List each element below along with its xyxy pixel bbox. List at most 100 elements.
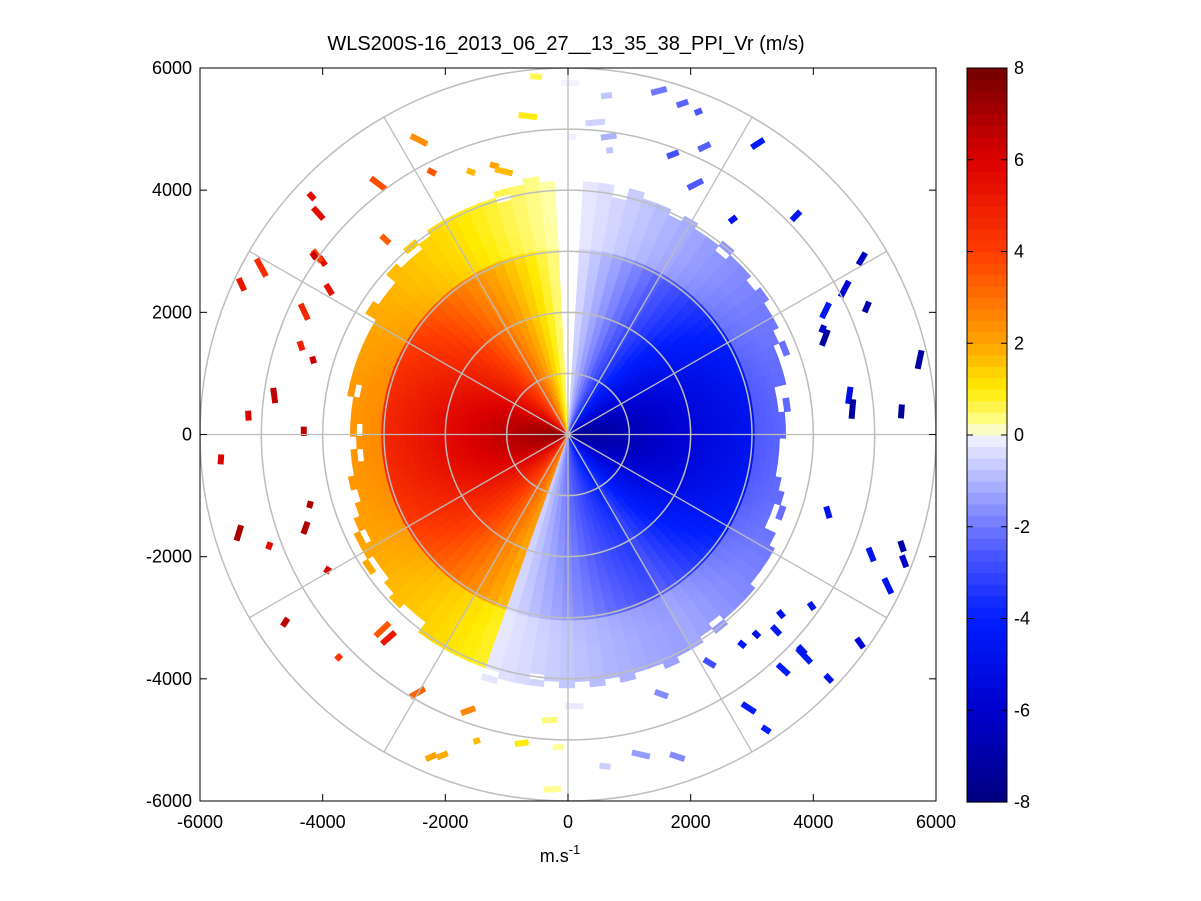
velocity-cell xyxy=(570,534,578,542)
velocity-cell xyxy=(423,435,431,445)
velocity-cell xyxy=(550,334,558,342)
velocity-cell xyxy=(711,427,719,438)
x-tick-label: 6000 xyxy=(916,812,956,832)
velocity-cell xyxy=(386,435,394,448)
velocity-cell xyxy=(466,434,474,442)
velocity-cell xyxy=(436,442,444,452)
velocity-cell xyxy=(674,429,682,437)
velocity-cell xyxy=(771,450,780,465)
colorbar-segment xyxy=(967,607,1007,620)
colorbar-segment xyxy=(967,194,1007,207)
velocity-cell xyxy=(573,638,587,646)
sparse-return xyxy=(245,410,252,421)
velocity-cell xyxy=(570,540,579,548)
velocity-cell xyxy=(491,439,499,445)
colorbar-segment xyxy=(967,584,1007,597)
velocity-cell xyxy=(573,650,588,658)
velocity-cell xyxy=(478,439,487,447)
velocity-cell xyxy=(559,516,566,524)
velocity-cell xyxy=(515,434,523,439)
colorbar-segment xyxy=(967,148,1007,161)
velocity-cell xyxy=(569,516,577,524)
colorbar-segment xyxy=(967,629,1007,643)
velocity-cell xyxy=(561,589,573,597)
colorbar-segment xyxy=(967,538,1007,551)
velocity-cell xyxy=(374,435,382,449)
y-tick-label: 0 xyxy=(182,425,192,445)
colorbar: 8 6 4 2 0 -2 -4 -6 -8 xyxy=(966,58,1030,812)
velocity-cell xyxy=(573,644,588,652)
x-tick-label: 0 xyxy=(563,812,573,832)
colorbar-segment xyxy=(967,400,1007,413)
velocity-cell xyxy=(631,426,639,433)
velocity-cell xyxy=(571,583,582,591)
velocity-cell xyxy=(729,436,737,449)
velocity-cell xyxy=(770,399,779,414)
velocity-cell xyxy=(472,423,480,431)
x-axis-label-exponent: -1 xyxy=(569,842,581,857)
velocity-cell xyxy=(560,644,575,652)
velocity-cell xyxy=(573,327,582,335)
colorbar-tick-label: 6 xyxy=(1014,150,1024,170)
velocity-cell xyxy=(563,400,567,408)
velocity-cell xyxy=(649,419,657,427)
velocity-cell xyxy=(527,434,535,438)
velocity-cell xyxy=(661,441,670,449)
colorbar-segment xyxy=(967,331,1007,344)
colorbar-segment xyxy=(967,79,1007,92)
velocity-cell xyxy=(560,638,574,646)
velocity-cell xyxy=(484,434,492,441)
colorbar-tick-label: 4 xyxy=(1014,242,1024,262)
velocity-cell xyxy=(668,422,676,431)
colorbar-segment xyxy=(967,171,1007,184)
velocity-cell xyxy=(556,339,564,347)
velocity-cell xyxy=(558,357,565,366)
velocity-cell xyxy=(572,607,585,615)
colorbar-segment xyxy=(967,675,1007,688)
velocity-cell xyxy=(557,528,566,536)
velocity-cell xyxy=(448,420,456,429)
velocity-cell xyxy=(552,303,562,311)
y-tick-label: 2000 xyxy=(152,302,192,322)
velocity-cell xyxy=(423,417,432,428)
velocity-cell xyxy=(561,608,574,615)
velocity-cell xyxy=(560,632,574,640)
colorbar-segment xyxy=(967,366,1007,379)
colorbar-segment xyxy=(967,503,1007,516)
velocity-cell xyxy=(558,351,565,359)
velocity-cell xyxy=(572,601,584,609)
velocity-cell xyxy=(562,583,573,591)
colorbar-segment xyxy=(967,377,1007,390)
velocity-cell xyxy=(778,411,786,426)
velocity-cell xyxy=(448,435,456,444)
velocity-cell xyxy=(573,497,579,505)
colorbar-segment xyxy=(967,205,1007,218)
velocity-cell xyxy=(576,290,586,299)
velocity-cell xyxy=(656,430,664,437)
velocity-cell xyxy=(454,435,462,443)
velocity-cell xyxy=(561,602,573,609)
velocity-cell xyxy=(485,439,493,446)
colorbar-segment xyxy=(967,664,1007,677)
velocity-cell xyxy=(569,522,577,530)
velocity-cell xyxy=(656,424,664,431)
velocity-cell xyxy=(448,442,456,451)
velocity-cell xyxy=(551,595,563,603)
velocity-cell xyxy=(490,434,498,441)
velocity-cell xyxy=(772,437,780,452)
velocity-cell xyxy=(582,181,600,190)
velocity-cell xyxy=(575,303,585,311)
colorbar-segment xyxy=(967,549,1007,562)
colorbar-segment xyxy=(967,779,1007,792)
velocity-cell xyxy=(699,436,707,446)
sparse-return xyxy=(567,133,577,141)
velocity-cell xyxy=(558,522,566,530)
velocity-cell xyxy=(705,427,713,438)
velocity-cell xyxy=(562,388,567,396)
colorbar-segment xyxy=(967,457,1007,471)
velocity-cell xyxy=(571,589,583,597)
velocity-cell xyxy=(554,564,564,573)
velocity-cell xyxy=(766,437,774,451)
velocity-cell xyxy=(454,421,462,430)
velocity-cell xyxy=(569,510,576,518)
